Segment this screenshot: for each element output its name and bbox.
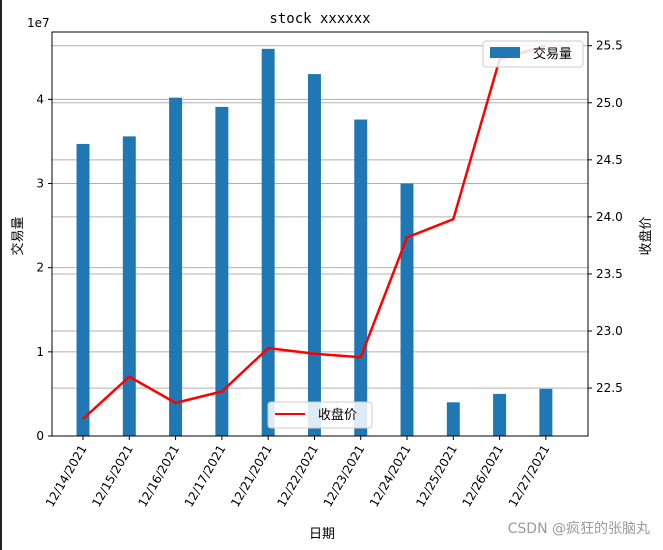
left-axis-label: 交易量 bbox=[10, 216, 26, 255]
right-tick-label: 24.5 bbox=[596, 153, 623, 167]
volume-bar bbox=[354, 119, 368, 437]
x-tick-label: 12/25/2021 bbox=[413, 443, 460, 510]
left-tick-label: 0 bbox=[36, 429, 44, 443]
legend-volume: 交易量 bbox=[482, 40, 584, 68]
watermark: CSDN @疯狂的张脑丸 bbox=[508, 521, 650, 537]
right-axis-label: 收盘价 bbox=[638, 216, 654, 255]
left-axis-offset-label: 1e7 bbox=[27, 16, 50, 30]
x-tick-label: 12/16/2021 bbox=[135, 443, 182, 510]
x-axis-label: 日期 bbox=[309, 527, 335, 542]
volume-bar bbox=[493, 393, 507, 436]
x-axis-ticks: 12/14/2021 12/15/2021 12/16/2021 12/17/2021… bbox=[43, 436, 553, 510]
x-tick-label: 12/21/2021 bbox=[228, 443, 275, 510]
x-tick-label: 12/24/2021 bbox=[367, 443, 414, 510]
volume-bar bbox=[400, 183, 414, 436]
volume-bar bbox=[215, 106, 229, 437]
x-tick-label: 12/26/2021 bbox=[459, 443, 506, 510]
window-left-edge bbox=[0, 0, 2, 550]
right-tick-label: 22.5 bbox=[596, 381, 623, 395]
plot-area-frame bbox=[51, 31, 589, 437]
volume-bar bbox=[446, 402, 460, 436]
chart-title: stock xxxxxx bbox=[269, 11, 370, 27]
x-tick-label: 12/22/2021 bbox=[274, 443, 321, 510]
volume-bar bbox=[122, 136, 136, 436]
right-tick-label: 23.0 bbox=[596, 324, 623, 338]
left-tick-label: 4 bbox=[36, 92, 44, 106]
left-tick-label: 1 bbox=[36, 345, 44, 359]
left-tick-label: 2 bbox=[36, 261, 44, 275]
volume-bar bbox=[169, 97, 183, 437]
x-tick-label: 12/27/2021 bbox=[506, 443, 553, 510]
volume-bar bbox=[76, 143, 90, 437]
left-axis-ticks: 0 1 2 3 4 bbox=[36, 92, 52, 443]
legend-close-label: 收盘价 bbox=[318, 407, 357, 423]
bars-layer bbox=[76, 48, 553, 437]
legend-volume-label: 交易量 bbox=[533, 46, 572, 62]
x-tick-label: 12/14/2021 bbox=[43, 443, 90, 510]
volume-bar bbox=[307, 74, 321, 436]
x-tick-label: 12/17/2021 bbox=[182, 443, 229, 510]
x-tick-label: 12/23/2021 bbox=[321, 443, 368, 510]
right-tick-label: 25.0 bbox=[596, 96, 623, 110]
right-tick-label: 25.5 bbox=[596, 39, 623, 53]
legend-close: 收盘价 bbox=[267, 401, 373, 429]
volume-bar bbox=[539, 388, 553, 436]
right-tick-label: 23.5 bbox=[596, 267, 623, 281]
x-tick-label: 12/15/2021 bbox=[89, 443, 136, 510]
right-tick-label: 24.0 bbox=[596, 210, 623, 224]
left-tick-label: 3 bbox=[36, 177, 44, 191]
legend-volume-swatch bbox=[490, 47, 520, 58]
volume-bar bbox=[261, 48, 275, 436]
right-axis-ticks: 22.5 23.0 23.5 24.0 24.5 25.0 25.5 bbox=[588, 39, 623, 395]
